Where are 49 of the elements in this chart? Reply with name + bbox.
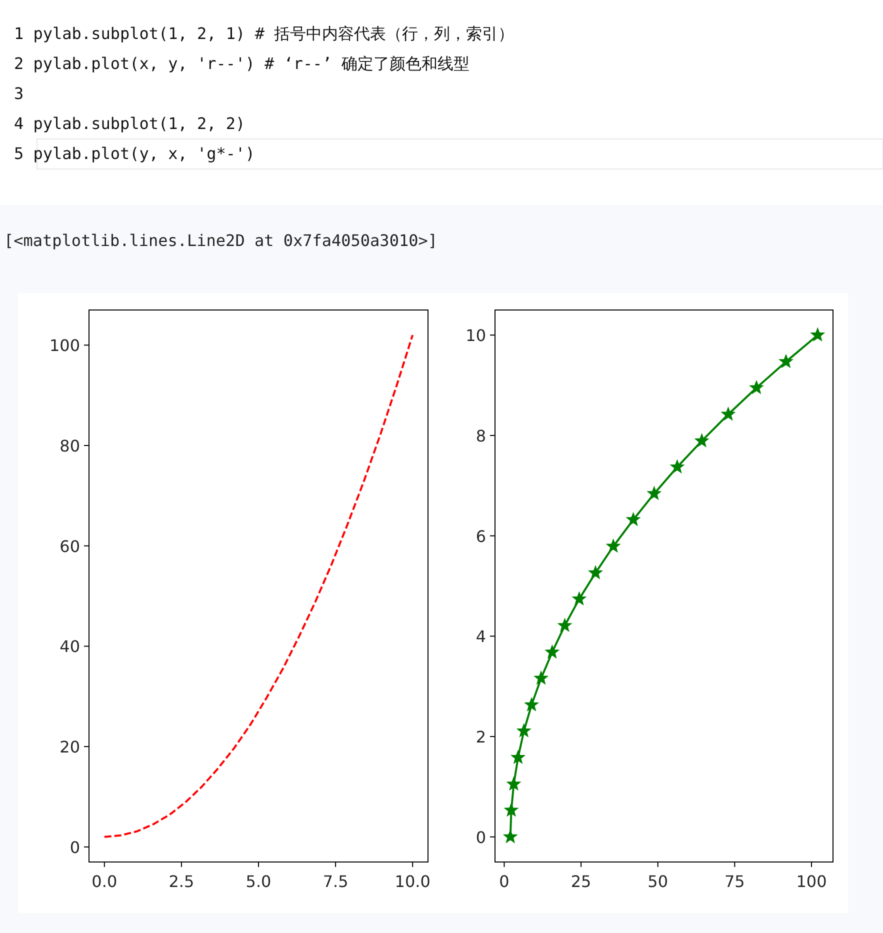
x-tick-label: 50 bbox=[648, 872, 668, 891]
x-tick-label: 100 bbox=[796, 872, 827, 891]
point bbox=[606, 539, 620, 552]
y-tick-label: 6 bbox=[476, 526, 486, 546]
x-tick-label: 75 bbox=[724, 872, 745, 891]
x-tick-label: 0 bbox=[499, 872, 510, 891]
y-tick-label: 8 bbox=[476, 426, 486, 446]
point bbox=[626, 512, 640, 526]
point bbox=[779, 354, 793, 368]
y-tick-label: 4 bbox=[476, 627, 486, 646]
x-tick-label: 7.5 bbox=[322, 872, 348, 891]
point bbox=[572, 592, 586, 605]
y-tick-label: 10 bbox=[466, 326, 486, 346]
x-tick-label: 10.0 bbox=[394, 872, 430, 891]
y-tick-label: 80 bbox=[60, 436, 80, 456]
y-tick-label: 20 bbox=[60, 738, 80, 757]
x-tick-label: 2.5 bbox=[168, 872, 194, 891]
x-tick-label: 25 bbox=[570, 872, 592, 891]
y-tick-label: 60 bbox=[60, 536, 80, 556]
y-tick-label: 2 bbox=[476, 728, 486, 747]
point bbox=[810, 328, 824, 341]
point bbox=[504, 803, 518, 816]
x-tick-label: 0.0 bbox=[92, 872, 118, 891]
text: 5 pylab.plot(y, x, 'g*-') bbox=[14, 144, 255, 163]
point bbox=[722, 407, 735, 420]
text: [<matplotlib.lines.Line2D at 0x7fa4050a3010>] bbox=[4, 231, 438, 250]
point bbox=[507, 777, 520, 790]
point bbox=[647, 486, 661, 500]
x-tick-label: 5.0 bbox=[246, 872, 272, 891]
text: 2 pylab.plot(x, y, 'r--') # ‘r--’ 确定了颜色和线型 bbox=[14, 54, 470, 73]
y-tick-label: 100 bbox=[49, 336, 80, 356]
y-tick-label: 0 bbox=[70, 838, 80, 857]
point bbox=[534, 671, 548, 684]
point bbox=[524, 698, 538, 711]
point bbox=[517, 724, 531, 737]
point bbox=[511, 750, 525, 764]
y-tick-label: 0 bbox=[476, 828, 486, 847]
text: 1 pylab.subplot(1, 2, 1) # 括号中内容代表（行，列，索引） bbox=[14, 24, 514, 43]
y-tick-label: 40 bbox=[60, 637, 80, 656]
text: 3 bbox=[14, 84, 24, 103]
point bbox=[558, 618, 572, 632]
point bbox=[670, 460, 684, 473]
line-series bbox=[103, 334, 414, 838]
point bbox=[504, 830, 518, 843]
point bbox=[750, 380, 764, 394]
point bbox=[545, 645, 559, 658]
text: 4 pylab.subplot(1, 2, 2) bbox=[14, 114, 246, 133]
point bbox=[695, 434, 708, 447]
point bbox=[588, 566, 602, 579]
